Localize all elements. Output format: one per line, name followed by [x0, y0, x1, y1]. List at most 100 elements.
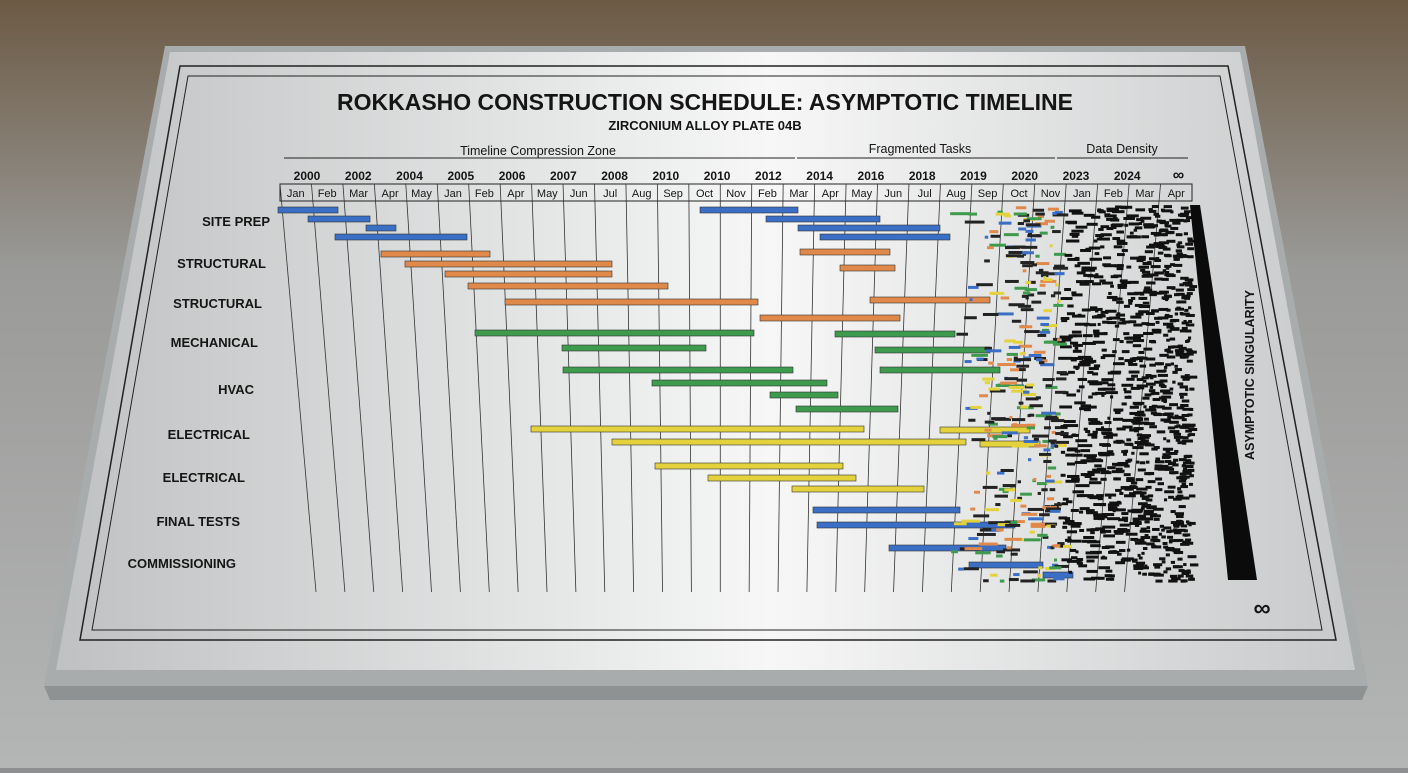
- fragment: [1039, 231, 1048, 235]
- fragment: [997, 312, 1014, 316]
- fragment: [1123, 452, 1127, 456]
- fragment: [1184, 283, 1193, 287]
- task-bar: [561, 344, 707, 352]
- fragment: [1136, 378, 1144, 382]
- month-label: Mar: [349, 188, 368, 200]
- fragment: [1059, 544, 1064, 548]
- fragment: [1186, 461, 1192, 465]
- fragment: [1143, 512, 1154, 516]
- fragment: [968, 418, 976, 422]
- fragment: [1181, 418, 1187, 422]
- fragment: [1031, 300, 1042, 304]
- fragment: [1166, 348, 1171, 352]
- fragment: [1089, 306, 1098, 310]
- fragment: [1142, 301, 1150, 305]
- fragment: [1133, 336, 1142, 340]
- fragment: [1169, 430, 1180, 434]
- fragment: [1043, 309, 1052, 313]
- fragment: [1119, 491, 1124, 495]
- fragment: [1088, 395, 1093, 399]
- fragment: [1088, 323, 1097, 327]
- fragment: [1144, 534, 1149, 538]
- fragment: [1067, 559, 1082, 563]
- fragment: [1025, 397, 1039, 401]
- fragment: [1169, 574, 1178, 578]
- fragment: [1149, 425, 1157, 429]
- fragment: [1184, 296, 1191, 300]
- fragment: [1180, 579, 1186, 583]
- fragment: [1170, 548, 1181, 552]
- fragment: [1097, 322, 1101, 326]
- fragment: [1026, 423, 1036, 427]
- fragment: [1154, 380, 1164, 384]
- fragment: [1014, 286, 1028, 290]
- fragment: [1132, 508, 1144, 512]
- fragment: [1037, 215, 1045, 219]
- fragment: [1165, 460, 1172, 464]
- fragment: [1093, 364, 1101, 368]
- fragment: [1045, 385, 1058, 389]
- fragment: [1180, 485, 1188, 489]
- month-label: Apr: [822, 188, 839, 200]
- fragment: [990, 234, 1001, 238]
- row-label: HVAC: [218, 382, 254, 397]
- fragment: [1072, 334, 1083, 338]
- fragment: [989, 389, 1006, 393]
- side-label: ASYMPTOTIC SINGULARITY: [1243, 289, 1257, 460]
- fragment: [1115, 488, 1122, 492]
- fragment: [1178, 346, 1187, 350]
- fragment: [1188, 433, 1196, 437]
- fragment: [1132, 446, 1144, 450]
- fragment: [1020, 352, 1026, 356]
- fragment: [1078, 510, 1084, 514]
- fragment: [1108, 291, 1112, 295]
- fragment: [1005, 254, 1021, 258]
- fragment: [1138, 265, 1150, 269]
- fragment: [979, 394, 989, 398]
- grid-line: [311, 183, 346, 593]
- fragment: [1067, 536, 1071, 540]
- fragment: [1067, 539, 1082, 543]
- fragment: [1082, 341, 1096, 345]
- fragment: [1116, 230, 1124, 234]
- fragment: [1057, 338, 1061, 342]
- fragment: [1169, 420, 1179, 424]
- fragment: [1150, 265, 1161, 269]
- fragment: [976, 283, 993, 287]
- fragment: [1065, 479, 1080, 483]
- fragment: [1187, 247, 1195, 251]
- fragment: [989, 291, 1005, 295]
- fragment: [1100, 471, 1112, 475]
- fragment: [1022, 252, 1027, 256]
- fragment: [1088, 367, 1099, 371]
- fragment: [1100, 428, 1112, 432]
- fragment: [1095, 527, 1106, 531]
- fragment: [1026, 426, 1035, 430]
- fragment: [1129, 485, 1137, 489]
- fragment: [1164, 223, 1169, 227]
- fragment: [1161, 455, 1170, 459]
- fragment: [1183, 529, 1188, 533]
- fragment: [1053, 577, 1065, 581]
- fragment: [1116, 239, 1126, 243]
- fragment: [1094, 513, 1103, 517]
- fragment: [1040, 322, 1049, 326]
- task-bar: [769, 391, 839, 399]
- fragment: [1129, 521, 1142, 525]
- fragment: [1076, 280, 1084, 284]
- fragment: [997, 363, 1016, 367]
- fragment: [1099, 503, 1107, 507]
- fragment: [1131, 451, 1135, 455]
- fragment: [1094, 470, 1101, 474]
- fragment: [996, 554, 1003, 558]
- fragment: [1181, 439, 1189, 443]
- fragment: [1090, 544, 1101, 548]
- fragment: [1171, 345, 1179, 349]
- fragment: [1142, 396, 1150, 400]
- fragment: [1144, 422, 1155, 426]
- fragment: [1137, 468, 1146, 472]
- fragment: [976, 357, 984, 361]
- fragment: [1027, 458, 1032, 462]
- fragment: [1169, 319, 1176, 323]
- month-label: May: [851, 188, 872, 200]
